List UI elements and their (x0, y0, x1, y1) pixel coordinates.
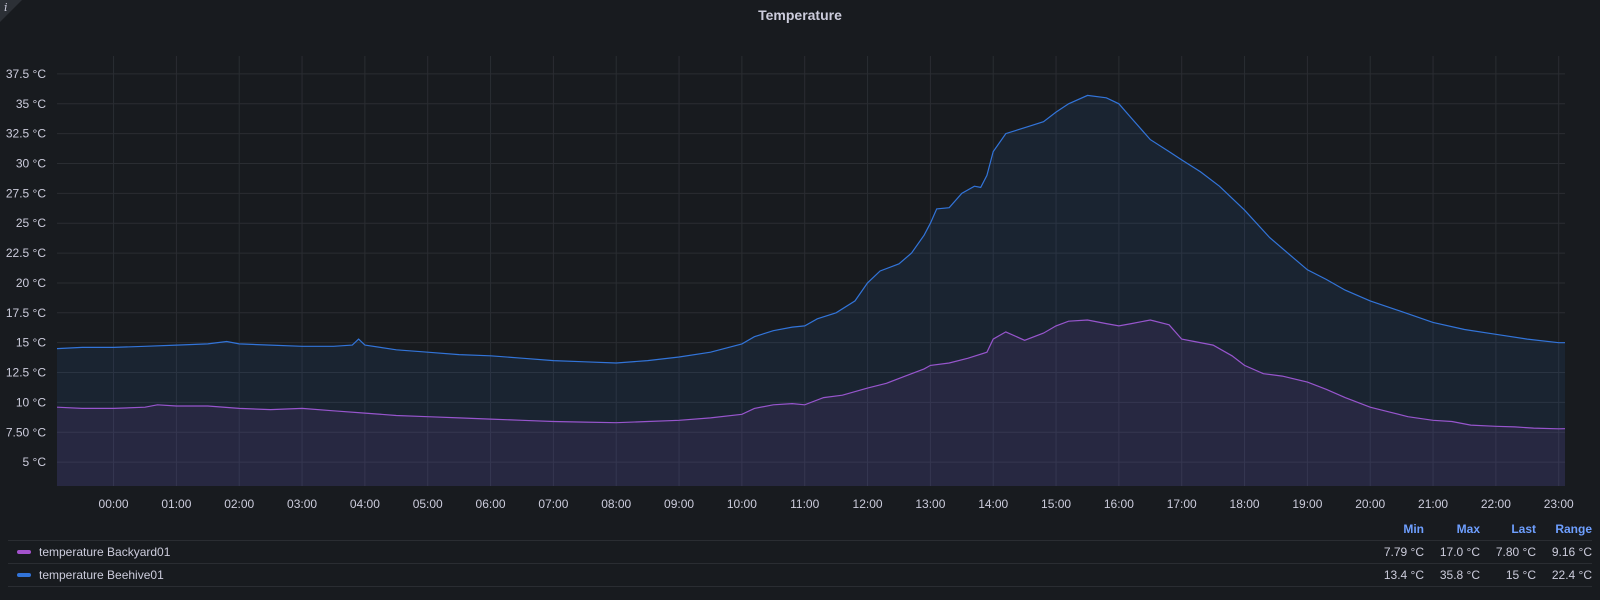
x-tick-label: 23:00 (1544, 497, 1574, 511)
x-tick-label: 04:00 (350, 497, 380, 511)
x-tick-label: 03:00 (287, 497, 317, 511)
y-tick-label: 17.5 °C (6, 306, 46, 320)
legend-min-beehive: 13.4 °C (1383, 568, 1424, 582)
y-tick-label: 10 °C (16, 395, 46, 409)
series-line-backyard (56, 319, 1566, 430)
x-tick-label: 16:00 (1104, 497, 1134, 511)
legend-range-backyard: 9.16 °C (1551, 545, 1592, 559)
x-tick-label: 20:00 (1355, 497, 1385, 511)
y-tick-label: 20 °C (16, 276, 46, 290)
x-tick-label: 11:00 (790, 497, 819, 511)
panel-title: Temperature (758, 7, 842, 23)
x-tick-label: 02:00 (224, 497, 254, 511)
legend-table: Min Max Last Range temperature Backyard0… (8, 522, 1592, 587)
y-tick-label: 15 °C (16, 336, 46, 350)
legend-max-beehive: 35.8 °C (1439, 568, 1480, 582)
legend-name-backyard[interactable]: temperature Backyard01 (39, 545, 171, 559)
x-tick-label: 17:00 (1167, 497, 1197, 511)
info-icon[interactable]: i (4, 1, 8, 14)
y-tick-label: 27.5 °C (6, 186, 46, 200)
y-tick-label: 32.5 °C (6, 127, 46, 141)
x-tick-label: 09:00 (664, 497, 694, 511)
legend-last-backyard: 7.80 °C (1495, 545, 1536, 559)
legend-last-beehive: 15 °C (1505, 568, 1536, 582)
legend-swatch-backyard (17, 550, 31, 554)
legend-header-last[interactable]: Last (1511, 522, 1536, 536)
x-tick-label: 12:00 (853, 497, 883, 511)
y-tick-label: 37.5 °C (6, 67, 46, 81)
legend-header-max[interactable]: Max (1456, 522, 1480, 536)
x-tick-label: 15:00 (1041, 497, 1071, 511)
temperature-chart: 5 °C 7.50 °C 10 °C 12.5 °C 15 °C 17.5 °C 20 °C… (6, 56, 1574, 511)
x-tick-label: 10:00 (727, 497, 757, 511)
series-area-beehive (57, 95, 1565, 487)
x-tick-label: 22:00 (1481, 497, 1511, 511)
x-tick-label: 00:00 (99, 497, 129, 511)
legend-header-range[interactable]: Range (1555, 522, 1592, 536)
y-tick-label: 30 °C (16, 157, 46, 171)
legend-row-backyard[interactable]: temperature Backyard01 7.79 °C 17.0 °C 7… (8, 540, 1592, 563)
legend-max-backyard: 17.0 °C (1439, 545, 1480, 559)
legend-header: Min Max Last Range (8, 522, 1592, 540)
legend-row-beehive[interactable]: temperature Beehive01 13.4 °C 35.8 °C 15… (8, 563, 1592, 587)
y-tick-label: 12.5 °C (6, 366, 46, 380)
x-tick-label: 06:00 (476, 497, 506, 511)
y-tick-label: 25 °C (16, 216, 46, 230)
x-tick-label: 01:00 (161, 497, 191, 511)
y-tick-label: 35 °C (16, 97, 46, 111)
legend-min-backyard: 7.79 °C (1383, 545, 1424, 559)
y-tick-label: 5 °C (23, 455, 47, 469)
x-tick-label: 08:00 (601, 497, 631, 511)
series-line-beehive (56, 94, 1565, 364)
x-tick-label: 18:00 (1230, 497, 1260, 511)
x-tick-label: 19:00 (1292, 497, 1322, 511)
y-tick-label: 7.50 °C (6, 425, 46, 439)
x-tick-label: 07:00 (538, 497, 568, 511)
legend-swatch-beehive (17, 573, 31, 577)
legend-name-beehive[interactable]: temperature Beehive01 (39, 568, 164, 582)
x-tick-label: 21:00 (1418, 497, 1448, 511)
x-tick-label: 05:00 (413, 497, 443, 511)
legend-header-min[interactable]: Min (1403, 522, 1424, 536)
legend-range-beehive: 22.4 °C (1551, 568, 1592, 582)
x-tick-label: 13:00 (915, 497, 945, 511)
y-tick-label: 22.5 °C (6, 246, 46, 260)
x-tick-label: 14:00 (978, 497, 1008, 511)
panel-corner (0, 0, 22, 22)
